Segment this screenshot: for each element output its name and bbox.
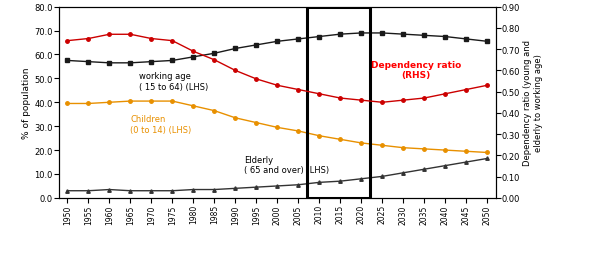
Y-axis label: Dependency ratio (young and
elderly to working age): Dependency ratio (young and elderly to w… [523, 40, 543, 166]
Bar [307, 8, 370, 198]
Text: Dependency ratio
(RHS): Dependency ratio (RHS) [371, 60, 461, 80]
Y-axis label: % of population: % of population [22, 67, 31, 138]
Text: Elderly
( 65 and over) (LHS): Elderly ( 65 and over) (LHS) [244, 155, 329, 174]
Text: Children
(0 to 14) (LHS): Children (0 to 14) (LHS) [130, 115, 192, 134]
Text: working age
( 15 to 64) (LHS): working age ( 15 to 64) (LHS) [139, 72, 208, 91]
